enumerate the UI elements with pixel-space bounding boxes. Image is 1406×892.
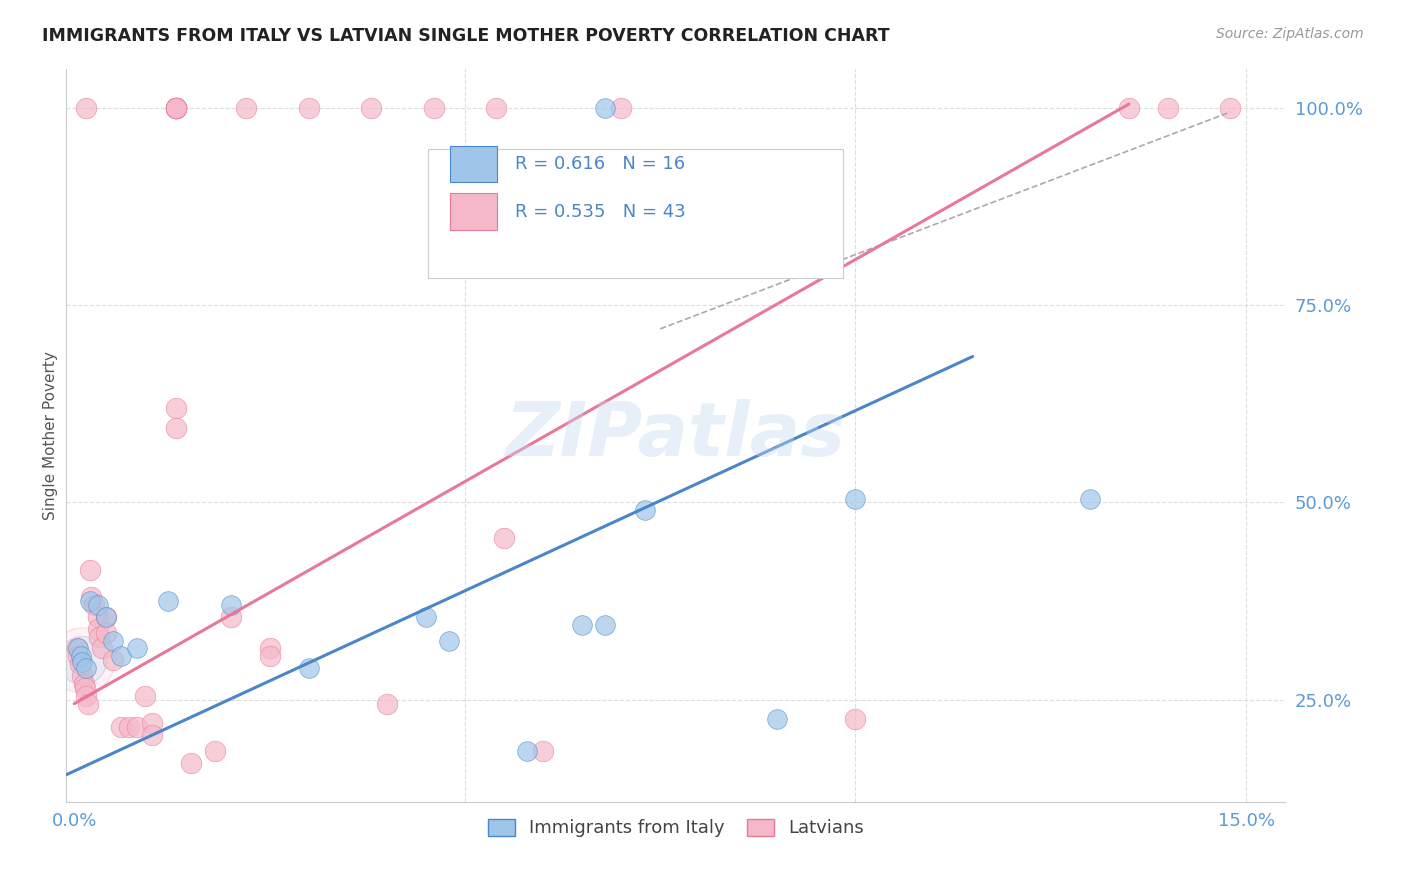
Point [844, 491, 866, 506]
Point [72, 677, 94, 691]
Y-axis label: Single Mother Poverty: Single Mother Poverty [44, 351, 58, 520]
Point [259, 641, 281, 656]
Point [531, 744, 554, 758]
Point [110, 720, 132, 734]
Bar [450, 145, 496, 182]
Point [125, 641, 148, 656]
Point [298, 661, 321, 675]
Point [516, 744, 538, 758]
Point [65, 641, 87, 656]
Point [75, 661, 97, 675]
Point [86, 622, 108, 636]
Point [485, 101, 508, 115]
Point [610, 101, 633, 115]
Point [83, 598, 105, 612]
Point [633, 503, 655, 517]
Point [422, 101, 444, 115]
Point [165, 101, 187, 115]
Point [75, 681, 97, 695]
Point [415, 610, 437, 624]
Point [165, 101, 187, 115]
Point [67, 649, 90, 664]
Point [125, 720, 148, 734]
Point [844, 713, 866, 727]
Point [259, 649, 281, 664]
Point [298, 101, 321, 115]
Point [1118, 101, 1140, 115]
Point [219, 598, 242, 612]
Point [103, 633, 125, 648]
Point [75, 101, 97, 115]
Text: R = 0.535   N = 43: R = 0.535 N = 43 [515, 202, 686, 220]
Point [165, 420, 187, 434]
Text: IMMIGRANTS FROM ITALY VS LATVIAN SINGLE MOTHER POVERTY CORRELATION CHART: IMMIGRANTS FROM ITALY VS LATVIAN SINGLE … [42, 27, 890, 45]
Point [165, 101, 187, 115]
Point [77, 697, 100, 711]
Point [79, 594, 101, 608]
Bar [450, 194, 496, 230]
Point [165, 101, 187, 115]
Point [165, 101, 187, 115]
Point [165, 101, 187, 115]
Point [595, 101, 617, 115]
FancyBboxPatch shape [429, 149, 842, 277]
Point [165, 101, 187, 115]
Point [165, 401, 187, 415]
Point [110, 649, 132, 664]
Point [90, 641, 112, 656]
Text: R = 0.616   N = 16: R = 0.616 N = 16 [515, 155, 685, 173]
Point [180, 756, 202, 770]
Point [80, 590, 103, 604]
Point [75, 689, 97, 703]
Point [235, 101, 257, 115]
Point [439, 633, 461, 648]
Point [141, 728, 163, 742]
Point [219, 610, 242, 624]
Point [204, 744, 226, 758]
Point [156, 594, 179, 608]
Point [94, 610, 117, 624]
Point [571, 617, 593, 632]
Text: ZIPatlas: ZIPatlas [506, 399, 846, 472]
Point [360, 101, 382, 115]
Point [79, 562, 101, 576]
Point [141, 716, 163, 731]
Point [70, 655, 93, 669]
Point [492, 531, 515, 545]
Point [69, 657, 91, 672]
Point [103, 653, 125, 667]
Point [134, 689, 156, 703]
Point [69, 649, 91, 664]
Point [1157, 101, 1180, 115]
Point [165, 101, 187, 115]
Point [766, 713, 789, 727]
Point [89, 630, 111, 644]
Point [70, 669, 93, 683]
Point [1078, 491, 1101, 506]
Point [86, 598, 108, 612]
Point [86, 610, 108, 624]
Legend: Immigrants from Italy, Latvians: Immigrants from Italy, Latvians [481, 812, 872, 845]
Point [595, 617, 617, 632]
Point [67, 641, 90, 656]
Point [118, 720, 141, 734]
Point [70, 653, 93, 667]
Point [375, 697, 398, 711]
Point [94, 625, 117, 640]
Point [94, 610, 117, 624]
Point [70, 653, 93, 667]
Point [1219, 101, 1241, 115]
Text: Source: ZipAtlas.com: Source: ZipAtlas.com [1216, 27, 1364, 41]
